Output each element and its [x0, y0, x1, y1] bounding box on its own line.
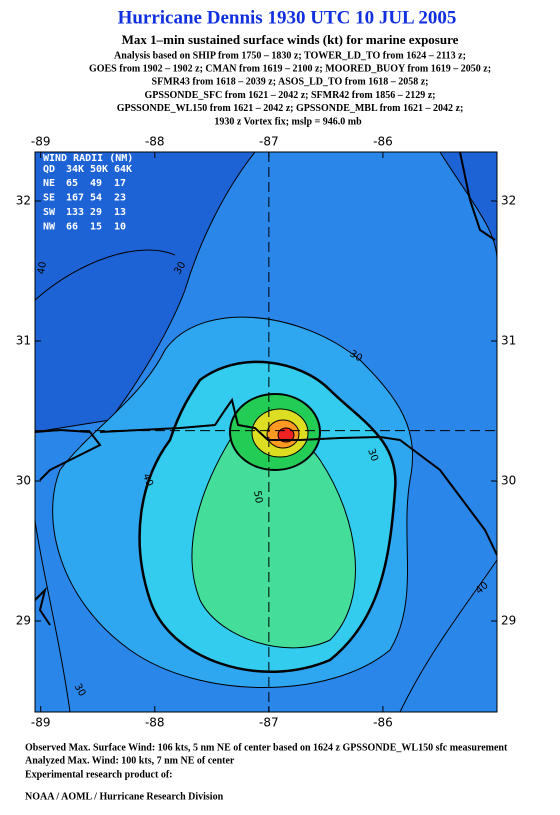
contour-label: 40 [36, 261, 49, 275]
contour-line [35, 249, 176, 301]
wind-radii-cell: 65 [66, 178, 78, 189]
x-tick-label: -86 [373, 135, 393, 149]
wind-radii-cell: 167 [66, 193, 84, 204]
wind-radii-cell: 17 [114, 178, 126, 189]
contour-label: 50 [251, 490, 264, 504]
contour-band-100 [277, 427, 295, 443]
subtitle: Max 1–min sustained surface winds (kt) f… [122, 32, 459, 47]
wind-radii-cell: 29 [90, 207, 102, 218]
wind-radii-cell: 66 [66, 222, 78, 233]
x-tick-label: -87 [259, 716, 279, 730]
contour-label: 40 [140, 472, 155, 488]
wind-radii-cell: NW [43, 222, 56, 233]
wind-radii-cell: NE [43, 178, 55, 189]
wind-radii-column: 34K [66, 164, 84, 175]
wind-radii-column: 64K [114, 164, 132, 175]
x-tick-label: -88 [145, 135, 165, 149]
x-tick-label: -89 [31, 135, 51, 149]
x-tick-label: -89 [31, 716, 51, 730]
wind-radii-title: WIND RADII (NM) [43, 153, 133, 164]
analysis-line: SFMR43 from 1618 – 2039 z; ASOS_LD_TO fr… [152, 77, 429, 88]
y-tick-label: 32 [501, 194, 516, 208]
y-tick-label: 30 [16, 474, 31, 488]
wind-radii-cell: 133 [66, 207, 84, 218]
wind-radii-cell: 15 [90, 222, 102, 233]
y-tick-label: 29 [16, 614, 31, 628]
contour-line [399, 559, 497, 712]
axes: -89 -89 -88 -88 -87 -87 -86 -86 29 29 30 30 31 31 32 32 [16, 135, 517, 730]
organization: NOAA / AOML / Hurricane Research Divisio… [25, 791, 224, 802]
analysis-line: Analysis based on SHIP from 1750 – 1830 … [114, 50, 466, 61]
y-tick-label: 31 [501, 334, 516, 348]
contour-line [35, 519, 71, 712]
wind-radii-table: WIND RADII (NM)QD 34K 50K 64K NE 65 49 17 SE 167 5… [43, 153, 133, 233]
wind-radii-cell: 13 [114, 207, 126, 218]
wind-radii-column: QD [43, 164, 55, 175]
coastline [35, 397, 497, 556]
wind-radii-cell: 49 [90, 178, 102, 189]
x-tick-label: -87 [259, 135, 279, 149]
coastline [35, 152, 496, 626]
analysis-line: GPSSONDE_WL150 from 1621 – 2042 z; GPSSO… [117, 103, 464, 114]
wind-radii-cell: SE [43, 193, 55, 204]
wind-radii-column: 50K [90, 164, 108, 175]
analysis-lines: Analysis based on SHIP from 1750 – 1830 … [89, 50, 491, 114]
map-frame [34, 151, 498, 713]
x-tick-label: -86 [373, 716, 393, 730]
title: Hurricane Dennis 1930 UTC 10 JUL 2005 [118, 7, 457, 28]
wind-radii-cell: 23 [114, 193, 126, 204]
x-tick-label: -88 [145, 716, 165, 730]
wind-radii-cell: 54 [90, 193, 102, 204]
analysis-line: GPSSONDE_SFC from 1621 – 2042 z; SFMR42 … [145, 90, 436, 101]
contour-band-low [35, 152, 256, 433]
wind-field [35, 152, 497, 712]
wind-radii-cell: SW [43, 207, 56, 218]
analysis-line: GOES from 1902 – 1902 z; CMAN from 1619 … [89, 63, 491, 74]
y-tick-label: 29 [501, 614, 516, 628]
analyzed-note: Analyzed Max. Wind: 100 kts, 7 nm NE of … [25, 755, 235, 766]
experimental-note: Experimental research product of: [25, 769, 172, 780]
vortex-line: 1930 z Vortex fix; mslp = 946.0 mb [214, 116, 362, 127]
contour-label: 30 [365, 447, 380, 463]
y-tick-label: 32 [16, 194, 31, 208]
observed-note: Observed Max. Surface Wind: 106 kts, 5 n… [25, 742, 508, 753]
wind-radii-cell: 10 [114, 222, 126, 233]
y-tick-label: 31 [16, 334, 31, 348]
y-tick-label: 30 [501, 474, 516, 488]
